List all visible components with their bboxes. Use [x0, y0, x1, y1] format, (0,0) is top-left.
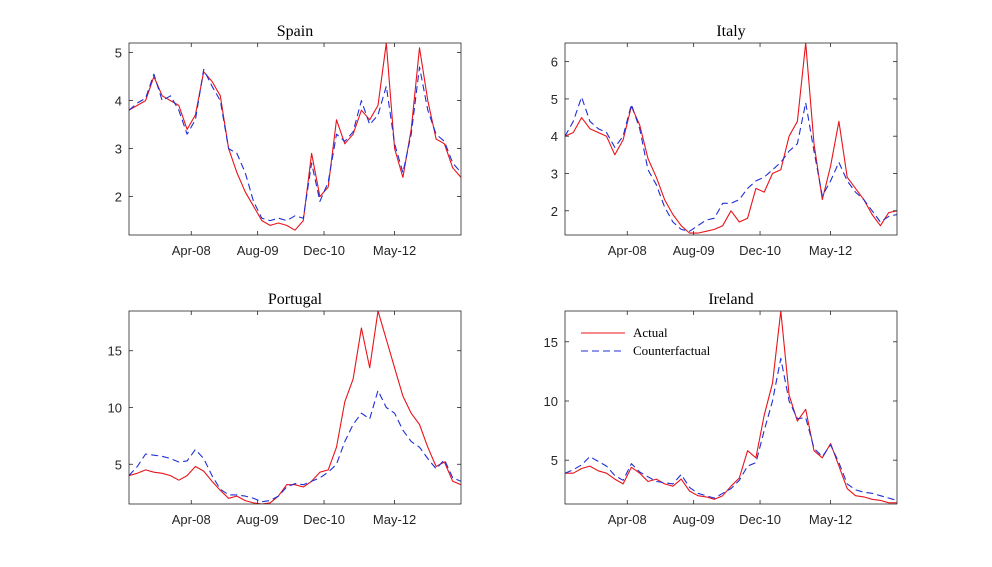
x-tick-label-spain: Dec-10: [303, 243, 345, 258]
x-tick-label-spain: May-12: [373, 243, 416, 258]
series-line-actual-ireland: [565, 311, 897, 504]
legend: Actual Counterfactual: [581, 325, 711, 358]
x-tick-label-italy: Dec-10: [739, 243, 781, 258]
series-line-counterfactual-ireland: [565, 357, 897, 501]
panel-ireland: Ireland 5 10 15 Apr-08 Aug-09 Dec-10 May-12: [544, 291, 898, 527]
x-tick-label-italy: Aug-09: [673, 243, 715, 258]
series-line-counterfactual-spain: [129, 66, 461, 222]
series-line-counterfactual-italy: [565, 96, 897, 232]
axes-frame-portugal: [128, 310, 462, 505]
y-tick-label-spain: 2: [115, 190, 122, 205]
y-tick-label-portugal: 5: [115, 457, 122, 472]
panel-italy: Italy 2 3 4 5 6 Apr-08 Aug-09 Dec-10 May-12: [551, 23, 898, 258]
legend-label-counterfactual: Counterfactual: [633, 343, 711, 358]
x-tick-label-ireland: Aug-09: [673, 512, 715, 527]
x-tick-label-portugal: Dec-10: [303, 512, 345, 527]
y-tick-label-spain: 3: [115, 142, 122, 157]
y-tick-label-italy: 3: [551, 166, 558, 181]
y-tick-label-italy: 6: [551, 55, 558, 70]
x-tick-label-italy: May-12: [809, 243, 852, 258]
panel-portugal: Portugal 5 10 15 Apr-08 Aug-09 Dec-10 May-12: [108, 291, 462, 527]
x-tick-label-ireland: Apr-08: [608, 512, 647, 527]
legend-label-actual: Actual: [633, 325, 668, 340]
y-tick-label-ireland: 5: [551, 453, 558, 468]
panel-title-ireland: Ireland: [708, 291, 753, 308]
y-tick-label-spain: 4: [115, 94, 122, 109]
x-tick-label-portugal: Aug-09: [237, 512, 279, 527]
x-tick-label-portugal: May-12: [373, 512, 416, 527]
axes-frame-italy: [564, 42, 898, 236]
y-tick-label-ireland: 10: [544, 394, 558, 409]
y-tick-label-italy: 2: [551, 204, 558, 219]
x-tick-label-ireland: Dec-10: [739, 512, 781, 527]
y-tick-label-italy: 4: [551, 129, 558, 144]
y-tick-label-italy: 5: [551, 92, 558, 107]
x-tick-label-portugal: Apr-08: [172, 512, 211, 527]
axes-frame-spain: [128, 42, 462, 236]
y-tick-label-ireland: 15: [544, 335, 558, 350]
series-line-actual-spain: [129, 43, 461, 231]
axes-frame-ireland: [564, 310, 898, 505]
y-tick-label-portugal: 10: [108, 401, 122, 416]
panel-title-italy: Italy: [716, 23, 745, 40]
panel-spain: Spain 2 3 4 5 Apr-08 Aug-09 Dec-10 May-12: [115, 23, 462, 258]
x-tick-label-spain: Apr-08: [172, 243, 211, 258]
panel-title-spain: Spain: [277, 23, 313, 40]
x-tick-label-italy: Apr-08: [608, 243, 647, 258]
x-tick-label-ireland: May-12: [809, 512, 852, 527]
series-line-actual-portugal: [129, 311, 461, 504]
series-line-counterfactual-portugal: [129, 389, 461, 503]
x-tick-label-spain: Aug-09: [237, 243, 279, 258]
y-tick-label-portugal: 15: [108, 344, 122, 359]
series-line-actual-italy: [565, 43, 897, 234]
y-tick-label-spain: 5: [115, 46, 122, 61]
panel-title-portugal: Portugal: [268, 291, 323, 308]
